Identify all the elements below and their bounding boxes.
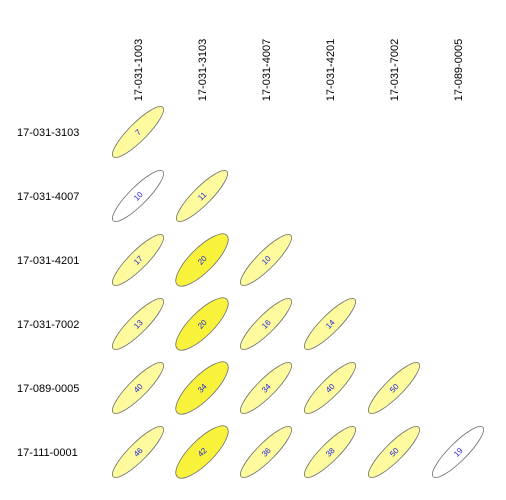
matrix-cell: 46: [112, 426, 164, 478]
matrix-cell: 38: [304, 426, 356, 478]
row-label: 17-111-0001: [17, 447, 78, 459]
matrix-cell: 14: [304, 298, 356, 350]
row-label: 17-031-4201: [17, 255, 79, 267]
cell-ellipse: [368, 426, 420, 478]
matrix-cell: 16: [240, 298, 292, 350]
cell-ellipse: [368, 362, 420, 414]
row-label: 17-031-3103: [17, 127, 79, 139]
column-label: 17-031-7002: [389, 39, 401, 101]
matrix-cell: 10: [240, 234, 292, 286]
row-label: 17-089-0005: [17, 383, 79, 395]
cell-ellipse: [112, 298, 164, 350]
cell-ellipse: [240, 362, 292, 414]
cell-ellipse: [175, 297, 229, 351]
cell-ellipse: [240, 298, 292, 350]
matrix-cell: 42: [175, 425, 229, 479]
matrix-cell: 13: [112, 298, 164, 350]
column-label: 17-089-0005: [453, 39, 465, 101]
cell-ellipse: [240, 426, 292, 478]
matrix-cell: 50: [368, 426, 420, 478]
matrix-cell: 36: [240, 426, 292, 478]
cell-ellipse: [304, 298, 356, 350]
matrix-cell: 7: [112, 106, 164, 158]
column-label: 17-031-4007: [261, 39, 273, 101]
cell-value: 7: [134, 127, 144, 137]
matrix-cell: 17: [112, 234, 164, 286]
cell-ellipse: [240, 234, 292, 286]
column-label: 17-031-1003: [133, 39, 145, 101]
matrix-cell: 50: [368, 362, 420, 414]
cell-ellipse: [304, 362, 356, 414]
cell-ellipse: [175, 361, 229, 415]
matrix-cell: 40: [304, 362, 356, 414]
matrix-cell: 40: [112, 362, 164, 414]
cell-ellipse: [175, 233, 229, 287]
cell-ellipse: [432, 426, 484, 478]
cell-ellipse: [112, 426, 164, 478]
matrix-cell: 34: [240, 362, 292, 414]
matrix-cell: 20: [175, 297, 229, 351]
cell-ellipse: [112, 234, 164, 286]
cell-ellipse: [175, 425, 229, 479]
row-label: 17-031-4007: [17, 191, 79, 203]
matrix-cell: 10: [112, 170, 164, 222]
matrix-cell: 20: [175, 233, 229, 287]
column-labels: 17-031-1003 17-031-3103 17-031-4007 17-031-…: [133, 39, 465, 101]
matrix-cell: 11: [176, 170, 228, 222]
matrix-cell: 19: [432, 426, 484, 478]
column-label: 17-031-3103: [197, 39, 209, 101]
cell-ellipse: [176, 170, 228, 222]
cell-ellipse: [304, 426, 356, 478]
matrix-cell: 34: [175, 361, 229, 415]
row-label: 17-031-7002: [17, 319, 79, 331]
row-labels: 17-031-3103 17-031-4007 17-031-4201 17-031-…: [17, 127, 79, 459]
cell-ellipse: [112, 170, 164, 222]
cell-ellipse: [112, 362, 164, 414]
column-label: 17-031-4201: [325, 39, 337, 101]
cell-ellipse: [112, 106, 164, 158]
